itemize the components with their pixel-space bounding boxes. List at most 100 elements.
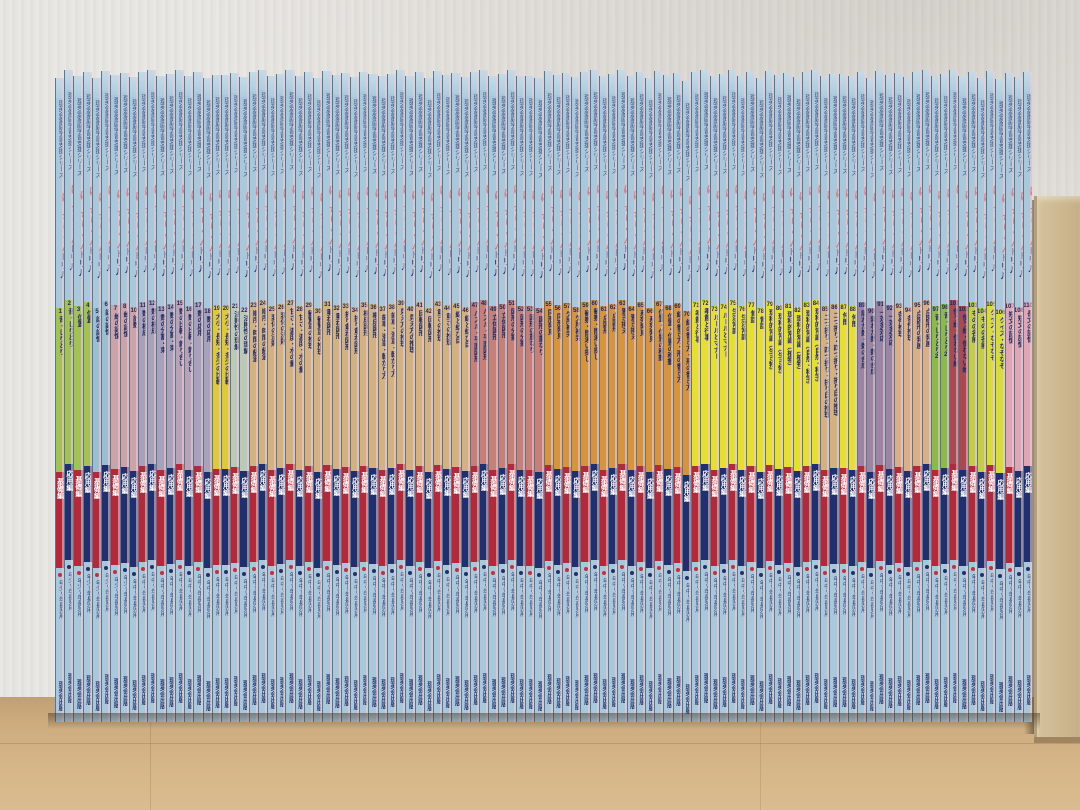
volume-number: 80 — [775, 306, 783, 312]
publisher-label: 理英会出版 — [840, 673, 848, 722]
audience-label: 年中～年長児用 — [463, 579, 469, 618]
publisher-text: 理英会出版 — [988, 674, 995, 704]
publisher-label: 理英会出版 — [600, 675, 608, 722]
logo-sub-text: ドリル — [584, 246, 590, 273]
volume-title-text: 絵の記憶 — [112, 313, 119, 339]
series-label: 理英会家庭学習支援シリーズ — [342, 93, 350, 187]
batchirikun-drill-logo: ばっちりくんドリル — [609, 188, 617, 304]
volume-title-section: 103ものの名前 — [968, 302, 977, 466]
audience-section: 年中～年長児用 — [886, 565, 894, 674]
volume-title: クイズ・なぞなぞ — [997, 317, 1004, 473]
spine-top-cap — [295, 76, 304, 96]
spine-top-cap — [378, 76, 387, 96]
audience-section: 年中～年長児用 — [517, 566, 525, 675]
volume-title-text: 甘さ・濃度・水の量 — [287, 308, 294, 367]
batchirikun-drill-logo: ばっちりくんドリル — [111, 189, 119, 305]
logo-main-text: ばっちりくん — [676, 187, 682, 247]
series-label: 理英会家庭学習支援シリーズ — [517, 96, 525, 190]
series-label: 理英会家庭学習支援シリーズ — [305, 92, 313, 186]
series-label-text: 理英会家庭学習支援シリーズ — [730, 92, 737, 170]
logo-main-text: ばっちりくん — [575, 191, 581, 251]
edition-label: 応用編 — [65, 470, 73, 491]
audience-section: 年中～年長児用 — [609, 564, 617, 673]
volume-number: 101 — [950, 301, 958, 307]
series-label-text: 理英会家庭学習支援シリーズ — [130, 99, 137, 177]
volume-number: 88 — [849, 307, 857, 313]
series-label: 理英会家庭学習支援シリーズ — [572, 97, 580, 191]
edition-label: 基礎編 — [471, 472, 479, 493]
volume-title-section: 27 甘さ・濃度・水の量 — [286, 300, 295, 464]
batchirikun-drill-logo: ばっちりくんドリル — [591, 184, 599, 300]
volume-title-section: 23 順序・時間の経過 — [249, 302, 258, 466]
logo-main-text: ばっちりくん — [105, 185, 111, 245]
bullet-dot-icon — [583, 567, 588, 571]
book-spine: 理英会家庭学習支援シリーズ ばっちりくんドリル 90 隠れた数・数の合成 応用編 年中～年… — [866, 78, 876, 722]
edition-band: 応用編 — [148, 464, 157, 560]
edition-label: 基礎編 — [139, 472, 147, 493]
batchirikun-drill-logo: ばっちりくんドリル — [167, 188, 175, 304]
bullet-dot-icon — [343, 568, 348, 572]
volume-number: 53 — [526, 307, 534, 313]
logo-sub-text: ドリル — [344, 247, 350, 274]
logo-sub-text: ドリル — [787, 247, 793, 274]
series-label-text: 理英会家庭学習支援シリーズ — [490, 98, 497, 176]
volume-title: 順序・時間の経過 — [250, 310, 257, 466]
bullet-dot-icon — [260, 565, 265, 569]
batchirikun-drill-logo: ばっちりくんドリル — [416, 186, 424, 302]
volume-title: 話の記憶 — [94, 316, 100, 472]
publisher-text: 理英会出版 — [905, 680, 912, 710]
volume-title: 条件推理 — [905, 315, 911, 471]
book-spine: 理英会家庭学習支援シリーズ ばっちりくんドリル 17 数の応用 基礎編 年中～年長児用 理英… — [193, 72, 203, 722]
volume-number: 2 — [67, 301, 71, 307]
series-label: 理英会家庭学習支援シリーズ — [259, 90, 267, 184]
logo-sub-text: ドリル — [77, 250, 83, 277]
volume-title-text: 数の応用 — [204, 316, 211, 342]
batchirikun-drill-logo: ばっちりくんドリル — [711, 190, 719, 306]
book-spine: 理英会家庭学習支援シリーズ ばっちりくんドリル 81 理科的常識〔植物〕 基礎編 年中～年… — [783, 73, 793, 722]
book-spine: 理英会家庭学習支援シリーズ ばっちりくんドリル 70 線の書き方・形の書き方 応用編 年中… — [681, 81, 692, 722]
volume-title-section: 52 図形の分割 — [516, 306, 526, 470]
bullet-dot-icon — [177, 565, 182, 569]
book-spine: 理英会家庭学習支援シリーズ ばっちりくんドリル 46 線と結び目 応用編 年中～年長児用理… — [460, 77, 470, 722]
publisher-label: 理英会出版 — [194, 671, 202, 722]
volume-number: 5 — [95, 309, 99, 315]
series-label-text: 理英会家庭学習支援シリーズ — [287, 92, 294, 170]
volume-number: 28 — [296, 307, 304, 313]
audience-section: 年中～年長児用 — [572, 567, 580, 676]
series-label: 理英会家庭学習支援シリーズ — [766, 91, 774, 185]
bullet-dot-icon — [251, 567, 256, 571]
edition-label: 基礎編 — [932, 476, 940, 497]
logo-sub-text: ドリル — [750, 246, 756, 273]
audience-label: 年中～年長児用 — [933, 578, 939, 617]
logo-main-text: ばっちりくん — [566, 187, 572, 247]
volume-title: 絵の記憶 — [121, 311, 128, 467]
audience-section: 年中～年長児用 — [443, 565, 451, 674]
edition-label: 応用編 — [978, 478, 986, 499]
audience-section: 年中～年長児用 — [462, 567, 470, 676]
series-label: 理英会家庭学習支援シリーズ — [222, 95, 230, 189]
logo-sub-text: ドリル — [68, 244, 74, 271]
edition-label: 応用編 — [775, 475, 783, 496]
spine-top-cap — [885, 75, 894, 95]
publisher-label: 理英会出版 — [268, 675, 276, 722]
audience-section: 年少～年長児用 — [121, 563, 129, 672]
audience-section: 年中～年長児用 — [628, 566, 636, 675]
series-label-text: 理英会家庭学習支援シリーズ — [683, 103, 690, 181]
book-spine: 理英会家庭学習支援シリーズ ばっちりくんドリル 97 音・しりとり2 基礎編 年中～年長児… — [930, 76, 940, 722]
volume-title-text: 線と結び目 — [462, 315, 469, 348]
spine-top-cap — [682, 81, 692, 101]
edition-label: 応用編 — [867, 478, 875, 499]
logo-sub-text: ドリル — [861, 246, 867, 273]
bullet-dot-icon — [943, 569, 948, 573]
bullet-dot-icon — [389, 569, 394, 573]
batchirikun-drill-logo: ばっちりくんドリル — [499, 188, 507, 304]
series-label: 理英会家庭学習支援シリーズ — [471, 92, 479, 186]
publisher-text: 理英会出版 — [720, 677, 727, 707]
batchirikun-drill-logo: ばっちりくんドリル — [766, 185, 774, 301]
logo-sub-text: ドリル — [289, 244, 295, 271]
spine-top-cap — [572, 77, 581, 97]
batchirikun-drill-logo: ばっちりくんドリル — [1024, 186, 1032, 302]
volume-title-text: 計数 — [131, 315, 138, 328]
edition-band: 応用編 — [332, 469, 341, 565]
bullet-dot-icon — [555, 570, 560, 574]
